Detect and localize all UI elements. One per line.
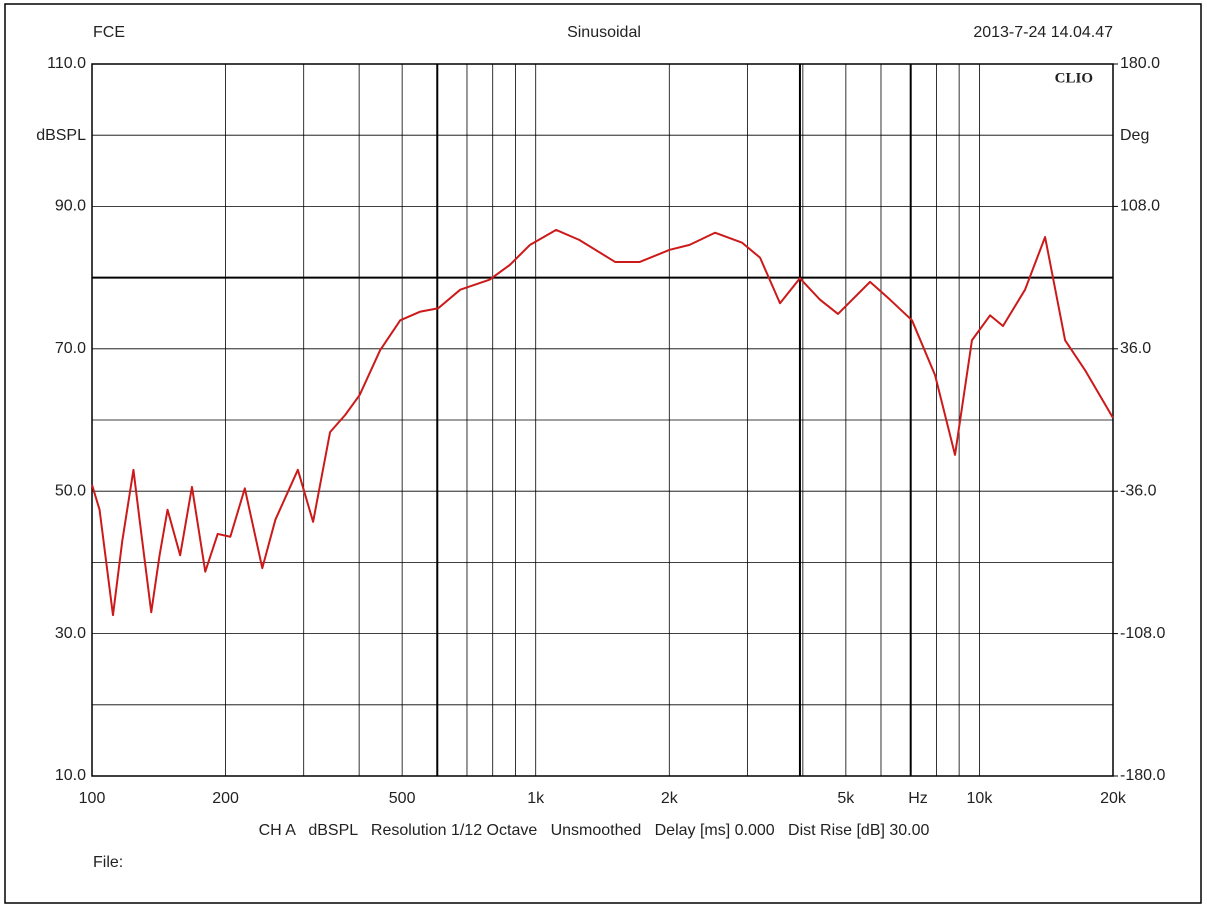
y2-tick-label: -180.0 bbox=[1120, 767, 1165, 784]
frame bbox=[4, 3, 1202, 904]
x-tick-label: 5k bbox=[837, 790, 855, 807]
y-axis-label: dBSPL bbox=[36, 127, 86, 144]
y-tick-label: 110.0 bbox=[47, 55, 86, 72]
y-tick-label: 30.0 bbox=[55, 625, 86, 642]
chart-title: Sinusoidal bbox=[567, 24, 641, 41]
y-tick-label: 70.0 bbox=[55, 340, 86, 357]
y-tick-label: 10.0 bbox=[55, 767, 86, 784]
y2-tick-label: -108.0 bbox=[1120, 625, 1165, 642]
x-tick-label: 100 bbox=[79, 790, 106, 807]
y2-tick-label: 108.0 bbox=[1120, 198, 1160, 215]
plot-border bbox=[91, 63, 1114, 777]
x-tick-label: 1k bbox=[527, 790, 545, 807]
y2-tick-label: -36.0 bbox=[1120, 482, 1157, 499]
file-label: File: bbox=[93, 854, 123, 871]
y-tick-label: 90.0 bbox=[55, 198, 86, 215]
y2-tick-label: 180.0 bbox=[1120, 55, 1160, 72]
x-tick-label: 20k bbox=[1100, 790, 1127, 807]
y-tick-label: 50.0 bbox=[55, 482, 86, 499]
footer: CH A dBSPL Resolution 1/12 Octave Unsmoo… bbox=[259, 822, 930, 839]
brand: CLIO bbox=[1055, 70, 1093, 86]
x-tick-label: 200 bbox=[212, 790, 239, 807]
y2-axis-label: Deg bbox=[1120, 127, 1149, 144]
y2-tick-label: 36.0 bbox=[1120, 340, 1151, 357]
header-left: FCE bbox=[93, 24, 125, 41]
brand-box bbox=[1033, 67, 1109, 89]
x-tick-label: 2k bbox=[661, 790, 679, 807]
x-tick-label: 500 bbox=[389, 790, 416, 807]
timestamp: 2013-7-24 14.04.47 bbox=[973, 24, 1113, 41]
x-unit: Hz bbox=[908, 790, 928, 807]
x-tick-label: 10k bbox=[967, 790, 994, 807]
response-curve bbox=[91, 228, 1114, 617]
